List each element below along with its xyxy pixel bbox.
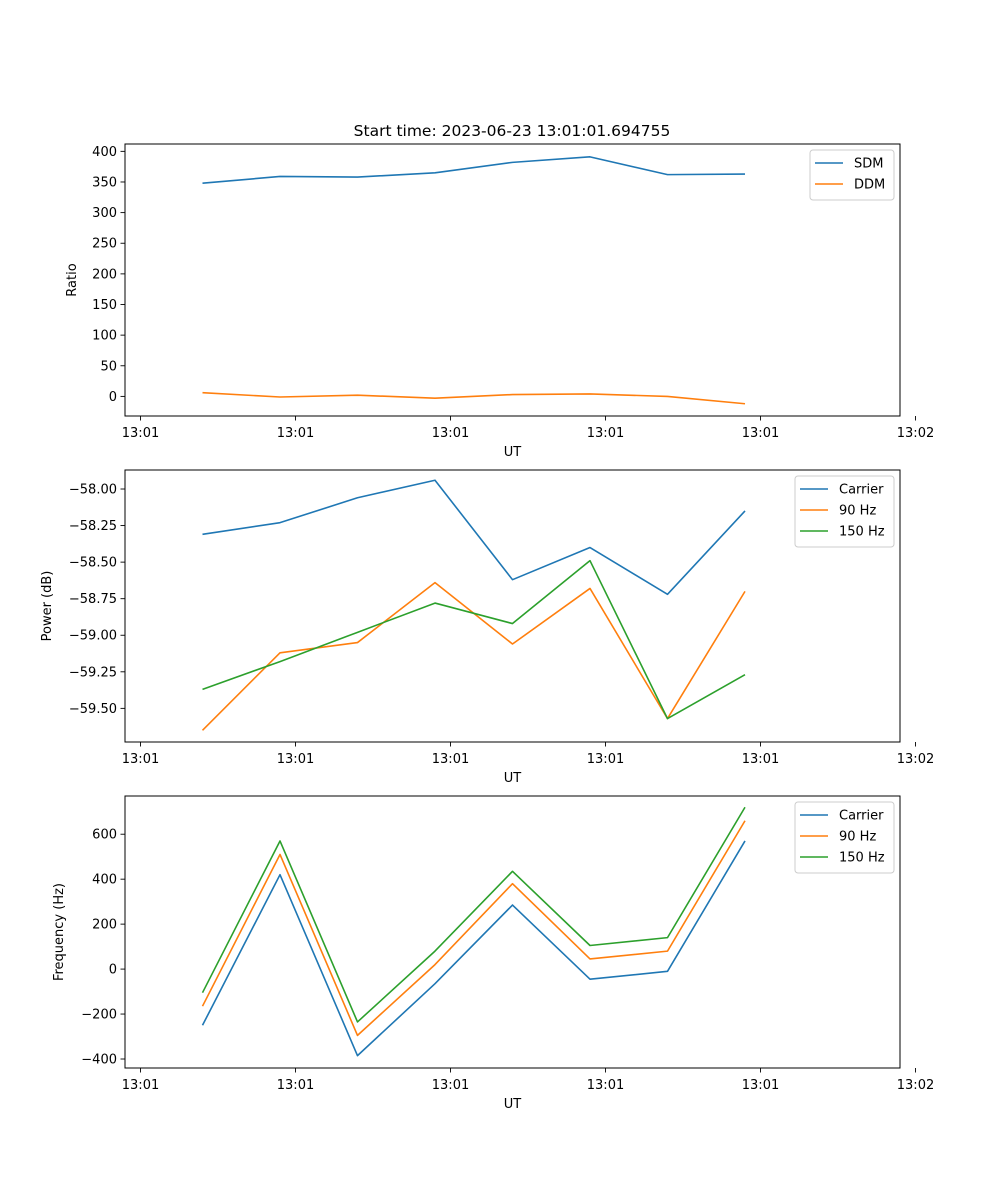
y-tick-label: 250 [92,237,117,252]
x-axis-label: UT [504,445,522,460]
legend-label: 90 Hz [839,830,876,845]
chart-panel-3: 13:01 13:01 13:01 13:01 13:01 13:02 −400 −200 0 2… [52,795,934,1112]
plot-area [124,143,901,417]
y-tick-label: 300 [92,206,117,221]
y-tick-label: 0 [109,390,117,405]
y-tick-label: 600 [92,828,117,843]
x-tick-label: 13:01 [742,1078,779,1093]
x-tick-label: 13:01 [587,752,624,767]
series-line-90-hz [201,820,746,1037]
x-tick-label: 13:02 [897,752,934,767]
chart-title: Start time: 2023-06-23 13:01:01.694755 [354,122,671,140]
x-tick-label: 13:01 [122,752,159,767]
x-tick-label: 13:01 [122,426,159,441]
legend-box [794,475,895,548]
legend-box [794,801,895,874]
y-tick-label: −200 [81,1008,117,1023]
y-tick-label: −400 [81,1053,117,1068]
x-tick-label: 13:01 [122,1078,159,1093]
chart-panel-1: 13:01 13:01 13:01 13:01 13:01 13:02 0 50 100 150 2… [65,143,934,460]
x-tick-label: 13:01 [587,1078,624,1093]
y-tick-label: 200 [92,267,117,282]
chart-panel-2: 13:01 13:01 13:01 13:01 13:01 13:02 −58.00 −58.… [40,469,934,786]
legend: Carrier 90 Hz 150 Hz [794,475,895,548]
y-axis-label: Ratio [65,263,80,296]
y-tick-label: 100 [92,329,117,344]
x-tick-label: 13:01 [277,426,314,441]
x-tick-label: 13:01 [277,1078,314,1093]
y-tick-label: −59.25 [69,665,117,680]
y-tick-label: 200 [92,918,117,933]
y-tick-label: 50 [100,359,117,374]
y-axis-label: Power (dB) [40,571,55,642]
x-tick-label: 13:01 [432,752,469,767]
legend-label: 150 Hz [839,525,885,540]
legend-label: DDM [854,178,885,193]
series-line-150-hz [201,806,746,1023]
x-axis-label: UT [504,1097,522,1112]
legend: Carrier 90 Hz 150 Hz [794,801,895,874]
x-tick-label: 13:02 [897,426,934,441]
x-tick-label: 13:01 [742,426,779,441]
x-tick-label: 13:01 [742,752,779,767]
x-tick-label: 13:02 [897,1078,934,1093]
legend-label: 90 Hz [839,504,876,519]
y-tick-label: −58.50 [69,556,117,571]
legend-label: Carrier [839,809,884,824]
plot-area [124,469,901,743]
y-tick-label: 400 [92,873,117,888]
y-tick-label: 150 [92,298,117,313]
y-axis-label: Frequency (Hz) [52,883,67,981]
y-tick-label: 0 [109,963,117,978]
legend-label: Carrier [839,483,884,498]
series-line-sdm [202,156,746,185]
y-tick-label: −58.00 [69,483,117,498]
y-tick-label: 350 [92,175,117,190]
legend: SDM DDM [809,149,895,201]
x-tick-label: 13:01 [432,426,469,441]
y-tick-label: 400 [92,145,117,160]
y-tick-label: −58.75 [69,592,117,607]
series-line-150-hz [202,559,746,720]
legend-label: SDM [854,157,883,172]
x-tick-label: 13:01 [432,1078,469,1093]
y-tick-label: −59.00 [69,629,117,644]
y-tick-label: −59.50 [69,702,117,717]
plot-area [124,795,901,1069]
x-tick-label: 13:01 [587,426,624,441]
x-axis-label: UT [504,771,522,786]
series-line-carrier [201,840,746,1057]
legend-label: 150 Hz [839,851,885,866]
series-line-ddm [202,391,746,405]
y-tick-label: −58.25 [69,519,117,534]
x-tick-label: 13:01 [277,752,314,767]
series-line-carrier [202,479,746,596]
